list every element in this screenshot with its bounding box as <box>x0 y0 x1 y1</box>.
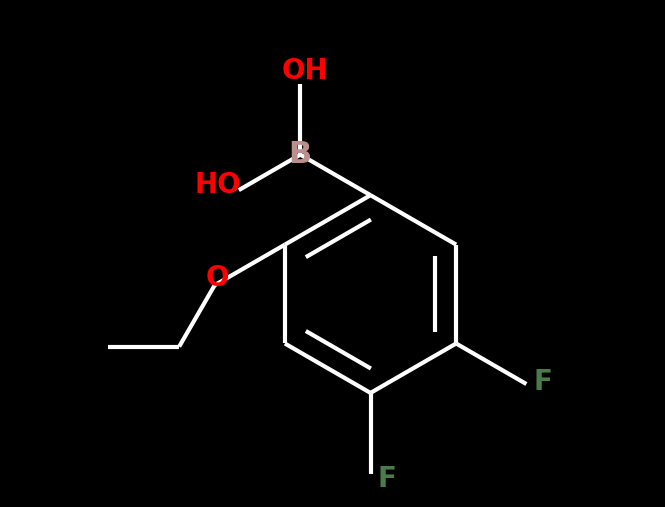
Text: O: O <box>205 264 229 292</box>
Text: HO: HO <box>194 171 241 199</box>
Text: B: B <box>289 140 312 169</box>
Text: F: F <box>533 368 552 395</box>
Text: OH: OH <box>282 57 329 85</box>
Text: F: F <box>377 465 396 493</box>
